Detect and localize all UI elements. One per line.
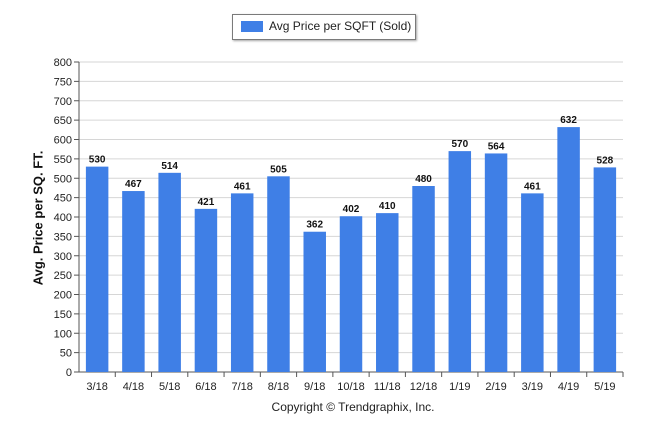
bar [339, 216, 363, 372]
x-tick-label: 7/18 [231, 381, 252, 393]
y-axis-title: Avg. Price per SQ. FT. [30, 150, 46, 286]
copyright-footer: Copyright © Trendgraphix, Inc. [271, 400, 435, 414]
data-label: 402 [343, 204, 360, 215]
data-label: 632 [560, 115, 577, 126]
bar [521, 193, 544, 372]
x-tick-label: 8/18 [268, 381, 289, 393]
y-tick-label: 450 [54, 193, 72, 205]
data-label: 480 [415, 174, 432, 185]
x-tick-label: 9/18 [304, 381, 325, 393]
bar [448, 151, 472, 372]
x-tick-label: 4/18 [123, 381, 144, 393]
y-tick-label: 400 [54, 212, 72, 224]
x-tick-label: 10/18 [337, 381, 365, 393]
data-label: 530 [89, 155, 106, 166]
bar [267, 176, 290, 372]
x-tick-label: 4/19 [558, 381, 579, 393]
data-label: 528 [597, 155, 614, 166]
bar [376, 213, 399, 372]
data-label: 421 [198, 197, 215, 208]
bar [303, 231, 326, 372]
x-tick-label: 5/18 [159, 381, 180, 393]
bar [484, 153, 508, 372]
y-tick-label: 800 [54, 57, 72, 69]
x-tick-label: 11/18 [374, 381, 401, 393]
y-tick-label: 600 [54, 135, 72, 147]
bar [194, 208, 218, 372]
bar [85, 166, 109, 372]
y-tick-label: 200 [54, 290, 72, 302]
data-label: 514 [161, 161, 178, 172]
data-label: 505 [270, 164, 287, 175]
data-label: 461 [234, 181, 251, 192]
legend-label: Avg Price per SQFT (Sold) [269, 19, 412, 33]
y-tick-label: 650 [54, 115, 72, 127]
data-label: 467 [125, 179, 142, 190]
y-tick-label: 250 [54, 270, 72, 282]
x-tick-label: 12/18 [410, 381, 438, 393]
y-tick-label: 0 [66, 367, 72, 379]
bar [412, 186, 435, 372]
y-tick-label: 350 [54, 231, 72, 243]
x-tick-label: 3/19 [522, 381, 543, 393]
legend-swatch [241, 21, 263, 32]
data-label: 461 [524, 181, 541, 192]
x-tick-label: 6/18 [195, 381, 216, 393]
y-tick-label: 50 [60, 348, 72, 360]
bar [557, 127, 580, 372]
y-tick-label: 700 [54, 96, 72, 108]
y-tick-label: 550 [54, 154, 72, 166]
x-tick-label: 3/18 [86, 381, 107, 393]
bar [158, 172, 181, 372]
y-tick-label: 300 [54, 251, 72, 263]
data-label: 570 [451, 139, 468, 150]
x-tick-label: 5/19 [594, 381, 615, 393]
y-tick-label: 100 [54, 328, 72, 340]
y-tick-label: 150 [54, 309, 72, 321]
data-label: 564 [488, 141, 505, 152]
data-label: 362 [306, 220, 323, 231]
x-tick-label: 1/19 [449, 381, 470, 393]
y-tick-label: 750 [54, 76, 72, 88]
legend: Avg Price per SQFT (Sold) [232, 14, 416, 40]
bar [230, 193, 254, 372]
y-tick-label: 500 [54, 173, 72, 185]
bar [593, 167, 617, 372]
x-tick-label: 2/19 [485, 381, 506, 393]
data-label: 410 [379, 201, 396, 212]
bar [122, 191, 145, 372]
